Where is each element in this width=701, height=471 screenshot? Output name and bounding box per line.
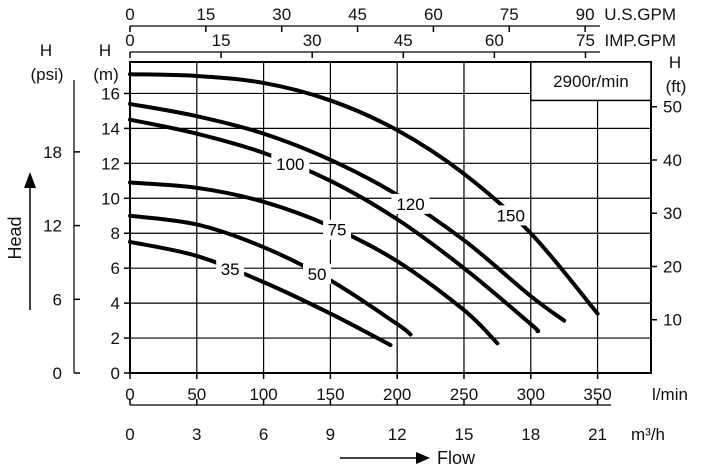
x-tick-label-impgpm: 30 xyxy=(303,31,322,50)
x-unit-lmin: l/min xyxy=(652,385,688,404)
x-tick-label-impgpm: 75 xyxy=(576,31,595,50)
y-tick-label-m: 10 xyxy=(101,189,120,208)
x-tick-label-m3h: 21 xyxy=(588,425,607,444)
x-tick-label-lmin: 250 xyxy=(450,385,478,404)
y-tick-label-m: 16 xyxy=(101,84,120,103)
x-unit-usgpm: U.S.GPM xyxy=(604,5,676,24)
y-tick-label-ft: 50 xyxy=(663,98,682,117)
x-tick-label-lmin: 0 xyxy=(125,385,134,404)
x-tick-label-m3h: 12 xyxy=(388,425,407,444)
x-tick-label-lmin: 350 xyxy=(583,385,611,404)
curve-label-35: 35 xyxy=(221,260,240,279)
curve-100 xyxy=(128,117,541,334)
x-tick-label-lmin: 200 xyxy=(383,385,411,404)
x-tick-label-impgpm: 0 xyxy=(125,31,134,50)
x-tick-label-lmin: 150 xyxy=(316,385,344,404)
y-tick-label-m: 4 xyxy=(111,294,120,313)
curve-75 xyxy=(128,180,500,346)
x-tick-label-usgpm: 45 xyxy=(348,5,367,24)
y-tick-label-m: 12 xyxy=(101,154,120,173)
y-tick-label-psi: 6 xyxy=(53,290,62,309)
y-tick-label-m: 14 xyxy=(101,119,120,138)
curve-label-120: 120 xyxy=(396,195,424,214)
y-unit-psi-bottom: (psi) xyxy=(30,65,63,84)
y-tick-label-m: 2 xyxy=(111,329,120,348)
x-tick-label-lmin: 300 xyxy=(517,385,545,404)
plot-frame xyxy=(129,61,652,374)
x-unit-m3h: m³/h xyxy=(631,425,665,444)
x-tick-label-impgpm: 60 xyxy=(485,31,504,50)
y-tick-label-m: 8 xyxy=(111,224,120,243)
curve-label-75: 75 xyxy=(328,221,347,240)
y-unit-ft-top: H xyxy=(669,53,681,72)
x-tick-label-usgpm: 90 xyxy=(576,5,595,24)
x-tick-label-m3h: 0 xyxy=(125,425,134,444)
curve-label-bg-120 xyxy=(391,193,430,214)
curve-label-bg-100 xyxy=(271,154,310,175)
x-tick-label-usgpm: 75 xyxy=(500,5,519,24)
y-tick-label-psi: 0 xyxy=(53,364,62,383)
curve-150 xyxy=(128,72,600,316)
curve-50 xyxy=(128,213,413,337)
curve-label-bg-150 xyxy=(491,205,530,226)
x-tick-label-m3h: 18 xyxy=(521,425,540,444)
curve-35 xyxy=(128,239,393,348)
y-tick-label-ft: 40 xyxy=(663,151,682,170)
x-tick-label-m3h: 3 xyxy=(192,425,201,444)
x-tick-label-usgpm: 60 xyxy=(424,5,443,24)
curve-label-50: 50 xyxy=(308,265,327,284)
x-tick-label-usgpm: 0 xyxy=(125,5,134,24)
x-tick-label-m3h: 9 xyxy=(326,425,335,444)
y-tick-label-ft: 30 xyxy=(663,204,682,223)
x-tick-label-lmin: 50 xyxy=(187,385,206,404)
curve-label-bg-50 xyxy=(303,263,332,284)
y-unit-psi-top: H xyxy=(40,41,52,60)
y-tick-label-psi: 12 xyxy=(43,217,62,236)
y-tick-label-m: 6 xyxy=(111,259,120,278)
speed-label: 2900r/min xyxy=(553,72,629,91)
y-tick-label-psi: 18 xyxy=(43,143,62,162)
y-unit-ft-bottom: (ft) xyxy=(666,77,687,96)
x-unit-impgpm: IMP.GPM xyxy=(605,31,676,50)
x-tick-label-usgpm: 30 xyxy=(272,5,291,24)
speed-label-box xyxy=(530,61,652,102)
y-tick-label-ft: 20 xyxy=(663,257,682,276)
curve-label-bg-75 xyxy=(323,219,352,240)
x-tick-label-lmin: 100 xyxy=(249,385,277,404)
x-tick-label-usgpm: 15 xyxy=(196,5,215,24)
y-tick-label-ft: 10 xyxy=(663,311,682,330)
y-unit-m-top: H xyxy=(99,41,111,60)
x-tick-label-impgpm: 45 xyxy=(394,31,413,50)
grid: 2900r/min xyxy=(129,61,652,374)
x-tick-label-impgpm: 15 xyxy=(212,31,231,50)
curve-120 xyxy=(128,101,567,323)
flow-arrow-head xyxy=(416,452,430,464)
y-unit-m-bottom: (m) xyxy=(93,65,118,84)
x-tick-label-m3h: 6 xyxy=(259,425,268,444)
curve-label-100: 100 xyxy=(276,155,304,174)
flow-axis-title: Flow xyxy=(437,448,476,468)
curve-label-bg-35 xyxy=(216,259,245,280)
head-arrow-head xyxy=(24,172,36,188)
labels: 35 50 75 100 120 150 xyxy=(216,154,530,284)
x-tick-label-m3h: 15 xyxy=(455,425,474,444)
y-tick-label-m: 0 xyxy=(111,364,120,383)
curve-label-150: 150 xyxy=(497,206,525,225)
head-axis-title: Head xyxy=(5,216,25,259)
